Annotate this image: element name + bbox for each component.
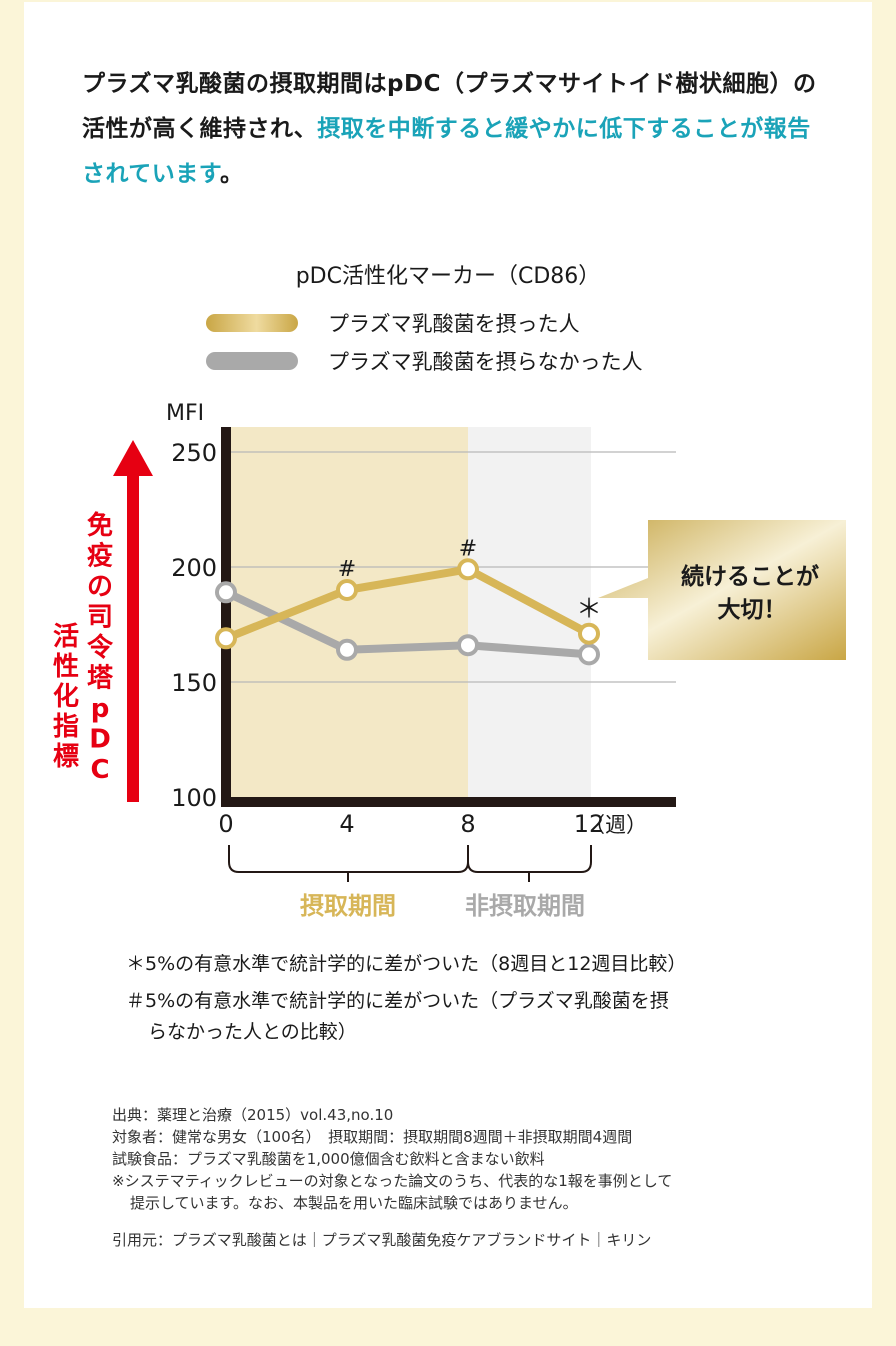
side-main-char: の	[87, 572, 113, 602]
legend-swatch-not-taken	[206, 352, 298, 370]
point-not-taken-wk8	[457, 634, 479, 657]
side-sub-char: 指	[53, 712, 79, 742]
annotation-wk8: #	[459, 536, 477, 561]
side-main-char: C	[90, 755, 109, 785]
point-not-taken-wk0	[215, 581, 237, 604]
side-main-char: 疫	[87, 541, 113, 572]
intro-plain: プラズマ乳酸菌の摂取期間はpDC（プラズマサイトイド樹状細胞）の活性が高く維持さ…	[82, 71, 817, 142]
callout-line1: 続けることが	[681, 563, 819, 590]
side-main-char: 免	[87, 510, 113, 541]
series-line-taken	[224, 565, 591, 643]
ref-citation: 引用元：プラズマ乳酸菌とは｜プラズマ乳酸菌免疫ケアブランドサイト｜キリン	[112, 1231, 652, 1249]
ref-source: 出典：薬理と治療（2015）vol.43,no.10	[112, 1106, 394, 1124]
side-main-char: D	[89, 725, 111, 755]
intake-period-label: 摂取期間	[300, 892, 396, 920]
note-hash-line2: らなかった人との比較）	[148, 1021, 357, 1043]
side-sub-char: 活	[53, 622, 79, 652]
note-hash-line1: ＃5%の有意水準で統計学的に差がついた（プラズマ乳酸菌を摂	[126, 990, 669, 1012]
x-axis-unit: （週）	[584, 813, 647, 837]
side-main-char: 令	[87, 632, 114, 663]
note-asterisk: ＊5%の有意水準で統計学的に差がついた（8週目と12週目比較）	[126, 953, 687, 975]
y-tick-label-200: 200	[171, 554, 217, 582]
x-tick-label-8: 8	[460, 810, 475, 838]
point-taken-wk12	[578, 622, 600, 645]
legend-label-taken: プラズマ乳酸菌を摂った人	[328, 312, 580, 336]
point-taken-wk8	[457, 558, 479, 581]
non-intake-period-label: 非摂取期間	[465, 892, 585, 920]
callout-line2: 大切！	[718, 597, 787, 623]
annotation-wk4: #	[338, 557, 356, 582]
y-axis-unit: MFI	[166, 401, 204, 426]
annotation-wk12: ＊	[576, 595, 602, 625]
side-sub-char: 性	[53, 652, 79, 682]
legend-swatch-taken	[206, 314, 298, 332]
intake-period-bracket	[228, 845, 469, 873]
side-sub-char: 標	[53, 742, 79, 772]
side-sub-char: 化	[53, 682, 79, 712]
callout-bubble	[598, 520, 846, 660]
intro-end: 。	[220, 161, 244, 187]
ref-disclaimer-line2: 提示しています。なお、本製品を用いた臨床試験ではありません。	[130, 1194, 578, 1212]
point-not-taken-wk4	[336, 638, 358, 661]
side-main-char: p	[91, 694, 110, 724]
non-intake-period-band	[468, 427, 591, 801]
point-not-taken-wk12	[578, 643, 600, 666]
ref-food: 試験食品：プラズマ乳酸菌を1,000億個含む飲料と含まない飲料	[112, 1150, 545, 1168]
intro-highlight: 摂取を中断すると緩やかに低下することが報告されています	[82, 116, 811, 187]
x-tick-label-12: 12	[574, 810, 605, 838]
ref-disclaimer-line1: ※システマティックレビューの対象となった論文のうち、代表的な1報を事例として	[112, 1172, 673, 1190]
y-tick-label-100: 100	[171, 784, 217, 812]
point-taken-wk4	[336, 579, 358, 601]
up-arrow-icon	[113, 440, 153, 802]
x-axis-line	[221, 797, 676, 807]
pdc-chart: pDC活性化マーカー（CD86） プラズマ乳酸菌を摂った人 プラズマ乳酸菌を摂ら…	[53, 264, 846, 920]
x-tick-label-4: 4	[339, 810, 354, 838]
ref-subjects: 対象者：健常な男女（100名） 摂取期間：摂取期間8週間＋非摂取期間4週間	[112, 1128, 633, 1146]
x-tick-label-0: 0	[218, 810, 233, 838]
y-axis-line	[221, 427, 231, 807]
y-tick-label-250: 250	[171, 439, 217, 467]
series-line-not-taken	[224, 588, 590, 659]
legend-label-not-taken: プラズマ乳酸菌を摂らなかった人	[328, 350, 643, 374]
intro-text: プラズマ乳酸菌の摂取期間はpDC（プラズマサイトイド樹状細胞）の活性が高く維持さ…	[82, 62, 822, 197]
side-main-char: 司	[87, 603, 113, 633]
non-intake-period-bracket	[467, 845, 592, 873]
side-main-char: 塔	[87, 664, 114, 694]
y-tick-label-150: 150	[171, 669, 217, 697]
point-taken-wk0	[215, 627, 237, 650]
chart-title: pDC活性化マーカー（CD86）	[296, 264, 601, 289]
